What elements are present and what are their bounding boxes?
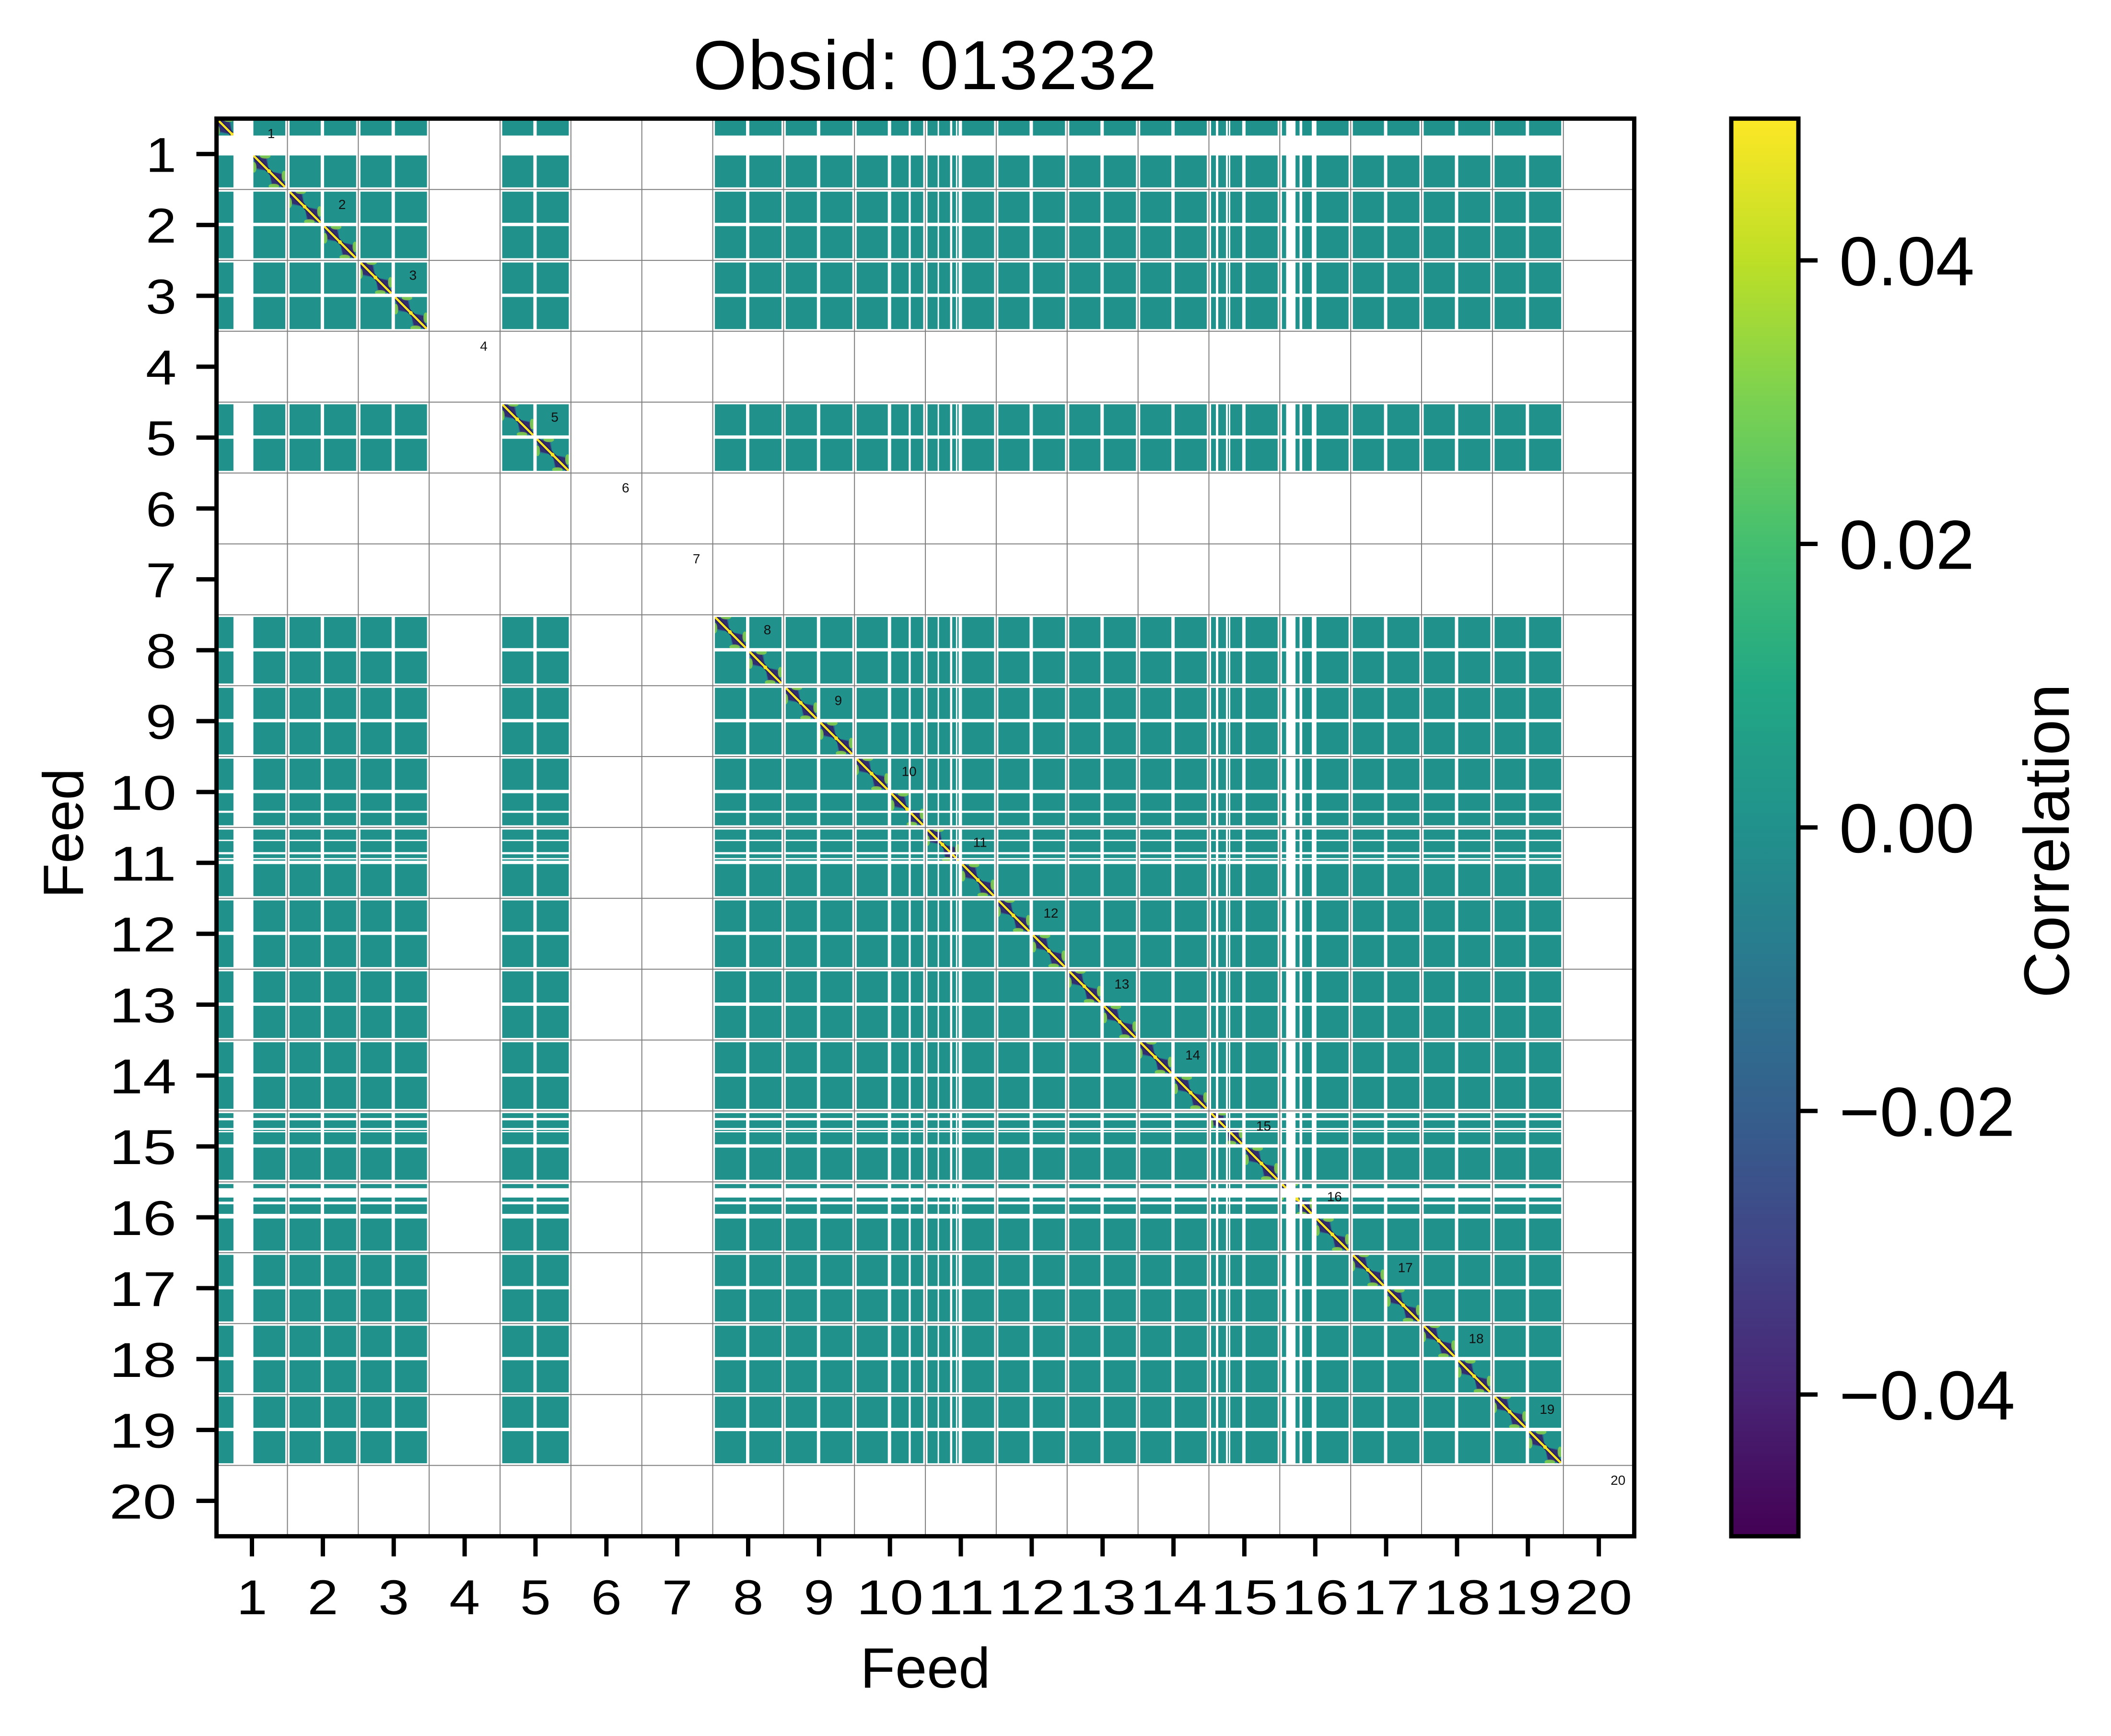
svg-text:0.02: 0.02 <box>1839 506 1974 584</box>
svg-text:9: 9 <box>146 695 176 749</box>
svg-text:Feed: Feed <box>32 768 95 898</box>
svg-text:19: 19 <box>109 1404 176 1458</box>
svg-text:Obsid: 013232: Obsid: 013232 <box>693 26 1157 104</box>
svg-text:12: 12 <box>109 908 176 962</box>
svg-text:6: 6 <box>146 482 176 537</box>
svg-text:3: 3 <box>378 1570 409 1625</box>
svg-text:10: 10 <box>902 764 917 779</box>
svg-text:17: 17 <box>1398 1260 1413 1275</box>
svg-text:7: 7 <box>693 551 700 566</box>
svg-text:17: 17 <box>1353 1570 1420 1625</box>
svg-text:4: 4 <box>480 338 488 353</box>
svg-text:9: 9 <box>835 693 842 708</box>
svg-text:5: 5 <box>551 409 559 424</box>
svg-text:16: 16 <box>1327 1189 1342 1204</box>
svg-text:16: 16 <box>1282 1570 1349 1625</box>
svg-text:1: 1 <box>146 128 176 182</box>
svg-text:2: 2 <box>146 198 176 253</box>
svg-text:13: 13 <box>1114 977 1129 991</box>
svg-text:14: 14 <box>1185 1048 1200 1062</box>
svg-text:1: 1 <box>268 126 275 141</box>
svg-text:11: 11 <box>927 1570 994 1625</box>
svg-text:15: 15 <box>109 1120 176 1175</box>
svg-text:−0.02: −0.02 <box>1839 1073 2015 1151</box>
svg-text:15: 15 <box>1211 1570 1278 1625</box>
svg-text:−0.04: −0.04 <box>1839 1357 2015 1434</box>
svg-text:4: 4 <box>146 340 176 395</box>
svg-text:18: 18 <box>109 1333 176 1387</box>
svg-text:3: 3 <box>146 269 176 324</box>
svg-text:1: 1 <box>237 1570 268 1625</box>
svg-text:18: 18 <box>1423 1570 1491 1625</box>
svg-text:2: 2 <box>307 1570 338 1625</box>
svg-text:15: 15 <box>1256 1118 1271 1133</box>
svg-text:16: 16 <box>109 1191 176 1246</box>
svg-text:17: 17 <box>109 1262 176 1317</box>
svg-text:8: 8 <box>146 624 176 678</box>
svg-text:11: 11 <box>973 835 987 850</box>
svg-text:12: 12 <box>1043 906 1058 920</box>
svg-text:13: 13 <box>1069 1570 1136 1625</box>
svg-text:8: 8 <box>764 622 771 637</box>
svg-text:20: 20 <box>109 1475 176 1529</box>
svg-text:20: 20 <box>1610 1473 1625 1488</box>
svg-text:10: 10 <box>109 766 176 820</box>
svg-text:7: 7 <box>662 1570 693 1625</box>
svg-text:6: 6 <box>591 1570 622 1625</box>
svg-text:6: 6 <box>622 480 630 495</box>
svg-text:5: 5 <box>146 411 176 466</box>
svg-text:14: 14 <box>109 1049 176 1104</box>
svg-text:5: 5 <box>520 1570 551 1625</box>
svg-text:Feed: Feed <box>860 1636 990 1700</box>
svg-text:14: 14 <box>1140 1570 1207 1625</box>
svg-text:Correlation: Correlation <box>2011 684 2083 998</box>
svg-text:4: 4 <box>449 1570 480 1625</box>
svg-text:18: 18 <box>1469 1331 1483 1346</box>
svg-text:13: 13 <box>109 979 176 1033</box>
svg-text:19: 19 <box>1494 1570 1562 1625</box>
svg-text:7: 7 <box>146 553 176 607</box>
svg-text:0.04: 0.04 <box>1839 222 1974 300</box>
svg-text:2: 2 <box>338 197 346 212</box>
svg-text:20: 20 <box>1565 1570 1633 1625</box>
svg-text:9: 9 <box>804 1570 834 1625</box>
svg-text:8: 8 <box>733 1570 764 1625</box>
svg-text:12: 12 <box>998 1570 1065 1625</box>
svg-text:0.00: 0.00 <box>1839 790 1974 867</box>
svg-text:19: 19 <box>1540 1402 1554 1417</box>
svg-text:11: 11 <box>109 837 176 891</box>
svg-text:3: 3 <box>409 268 417 283</box>
svg-text:10: 10 <box>856 1570 923 1625</box>
